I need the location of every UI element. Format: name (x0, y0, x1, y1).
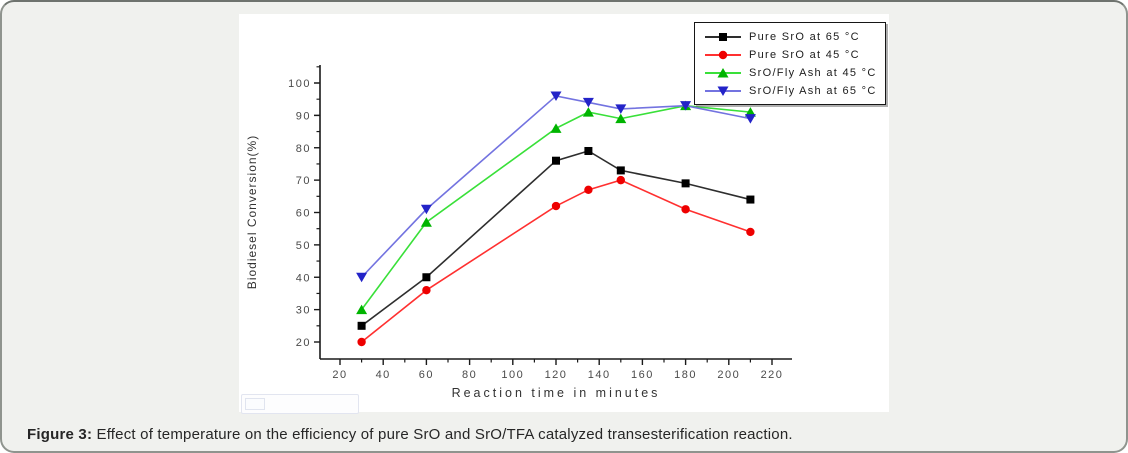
y-tick-label: 90 (296, 110, 311, 122)
y-tick-label: 50 (296, 240, 311, 252)
legend-marker-icon (705, 33, 741, 41)
marker-circle (422, 286, 431, 295)
y-tick-label: 40 (296, 272, 311, 284)
marker-circle (746, 227, 755, 237)
y-tick-label: 60 (296, 208, 311, 220)
legend-label: Pure SrO at 45 °C (749, 49, 860, 61)
x-tick-label: 80 (462, 369, 477, 381)
marker-square (616, 166, 625, 175)
legend-marker-icon (705, 68, 741, 78)
x-tick-label: 40 (376, 369, 391, 381)
legend-label: SrO/Fly Ash at 65 °C (749, 85, 877, 97)
legend-marker-icon (705, 50, 741, 60)
marker-triangle-down (744, 114, 756, 124)
legend-item: Pure SrO at 45 °C (703, 46, 879, 64)
chart-legend: Pure SrO at 65 °C Pure SrO at 45 °C SrO/Fl… (694, 22, 886, 105)
y-tick-label: 100 (288, 78, 311, 90)
legend-item: SrO/Fly Ash at 45 °C (703, 64, 879, 82)
y-axis-title: Biodiesel Conversion(%) (245, 135, 259, 289)
figure-caption-text: Effect of temperature on the efficiency … (92, 426, 793, 443)
partial-tooltip-box (245, 398, 265, 410)
y-tick-label: 30 (296, 305, 311, 317)
marker-triangle-down (615, 104, 627, 114)
figure-caption: Figure 3: Effect of temperature on the e… (27, 426, 793, 443)
marker-triangle-down (356, 272, 368, 283)
x-axis-title: Reaction time in minutes (452, 386, 661, 400)
marker-circle (681, 205, 690, 214)
marker-triangle-up (615, 113, 627, 124)
marker-square (584, 146, 593, 155)
legend-marker-icon (705, 86, 741, 96)
marker-triangle-up (550, 123, 562, 133)
marker-triangle-down (550, 91, 562, 101)
series-line (361, 95, 751, 278)
marker-circle (584, 185, 593, 195)
figure-caption-label: Figure 3: (27, 426, 93, 443)
marker-square (357, 321, 366, 330)
marker-triangle-down (582, 97, 594, 108)
marker-circle (551, 201, 561, 211)
plot-svg: 20 40 60 80 100 120 140 160 180 200 220 20 30 40 50 60 7… (245, 65, 792, 400)
chart-area: 20 40 60 80 100 120 140 160 180 200 220 20 30 40 50 60 7… (239, 14, 889, 414)
x-tick-label: 100 (501, 369, 524, 381)
series-line (361, 150, 751, 327)
x-tick-label: 220 (761, 369, 784, 381)
legend-item: SrO/Fly Ash at 65 °C (703, 82, 879, 100)
x-tick-label: 160 (631, 369, 654, 381)
marker-triangle-up (582, 107, 594, 117)
marker-circle (616, 175, 625, 185)
marker-square (552, 156, 560, 165)
x-tick-label: 20 (332, 369, 347, 381)
x-tick-label: 140 (588, 369, 611, 381)
marker-square (719, 33, 727, 41)
y-tick-label: 20 (296, 337, 311, 349)
marker-triangle-up (420, 217, 432, 227)
partial-tooltip (241, 394, 359, 414)
legend-label: Pure SrO at 65 °C (749, 31, 860, 43)
x-tick-label: 120 (545, 369, 568, 381)
legend-label: SrO/Fly Ash at 45 °C (749, 67, 877, 79)
marker-triangle-up (717, 68, 729, 78)
marker-circle (357, 337, 366, 347)
y-tick-label: 80 (296, 143, 311, 155)
legend-item: Pure SrO at 65 °C (703, 28, 879, 46)
marker-circle (718, 50, 728, 60)
x-tick-label: 180 (674, 369, 697, 381)
marker-triangle-down (717, 86, 729, 96)
marker-square (422, 273, 431, 282)
marker-triangle-up (356, 304, 368, 315)
marker-triangle-down (420, 204, 432, 215)
y-tick-label: 70 (296, 175, 311, 187)
x-tick-label: 200 (717, 369, 740, 381)
marker-square (681, 179, 690, 188)
marker-triangle-down (680, 101, 692, 111)
marker-square (746, 195, 755, 204)
x-tick-label: 60 (419, 369, 434, 381)
